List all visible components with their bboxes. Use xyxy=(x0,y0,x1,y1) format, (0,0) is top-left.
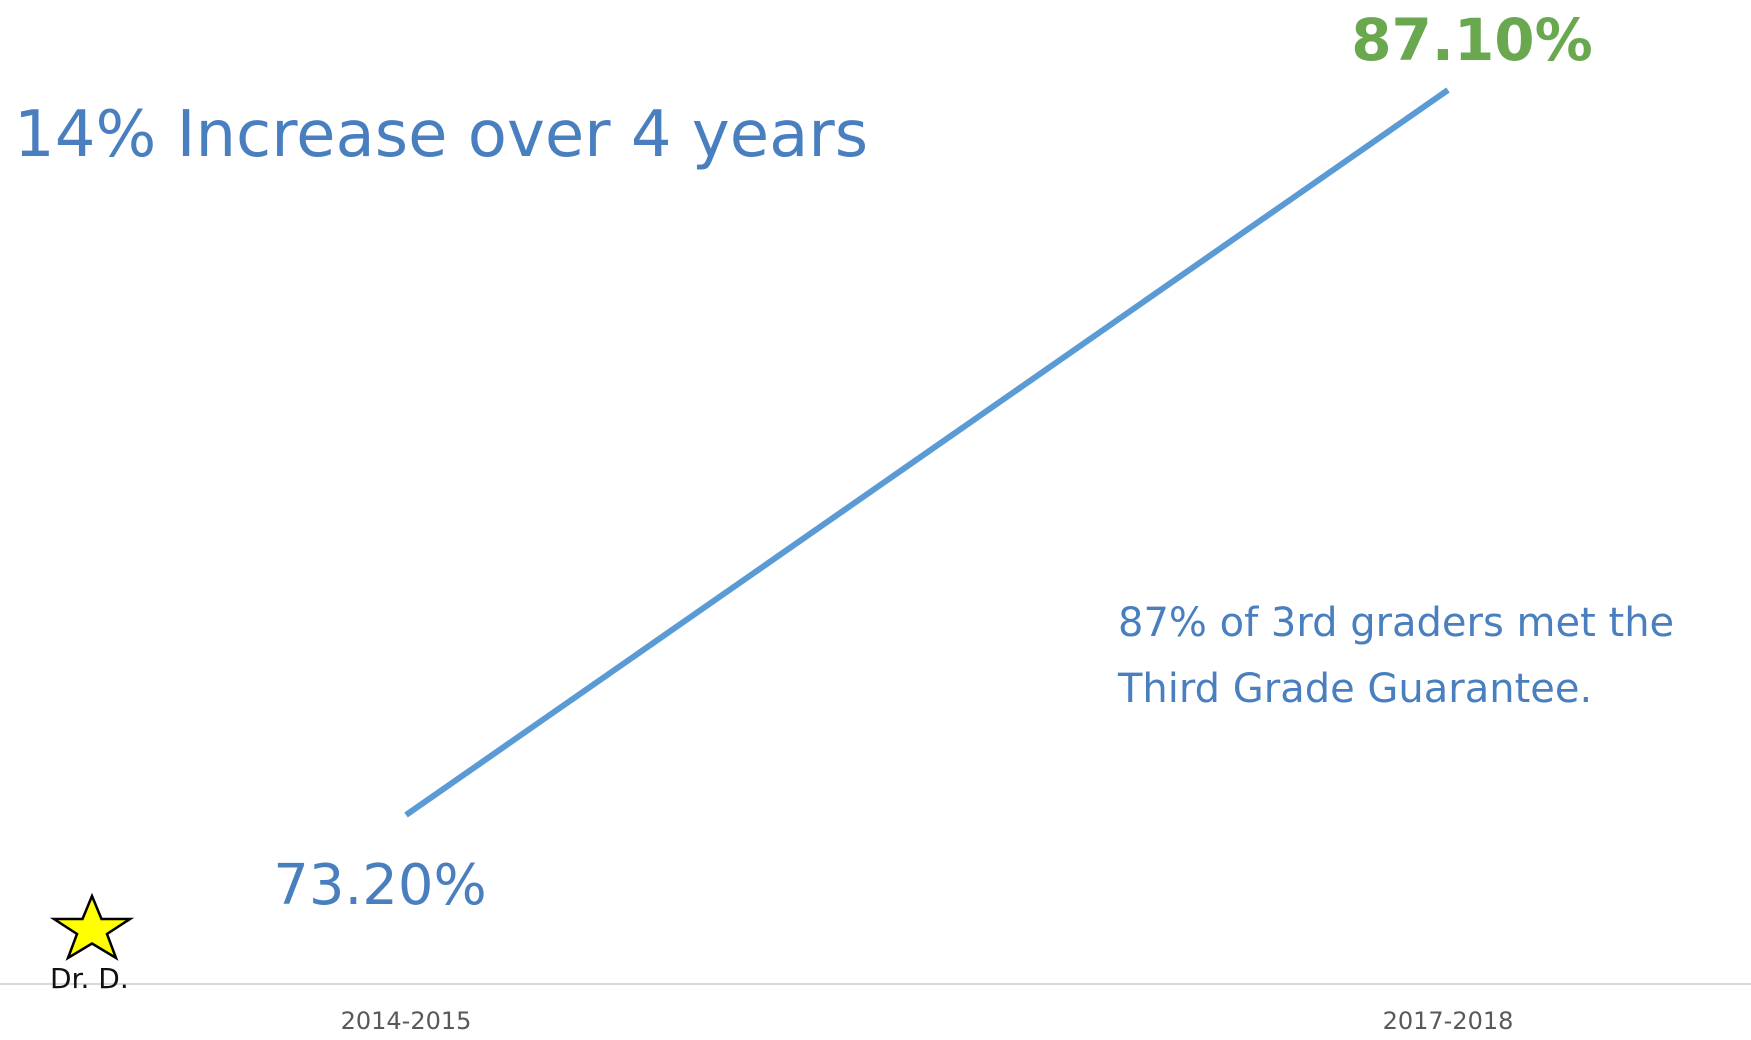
x-tick-label: 2014-2015 xyxy=(341,1007,472,1035)
annotation-line-2: Third Grade Guarantee. xyxy=(1118,666,1593,712)
data-label: 73.20% xyxy=(273,853,487,918)
annotation-line-1: 87% of 3rd graders met the xyxy=(1118,600,1675,646)
chart-annotation: 87% of 3rd graders met the Third Grade G… xyxy=(1118,590,1674,722)
x-tick-label: 2017-2018 xyxy=(1383,1007,1514,1035)
chart-headline: 14% Increase over 4 years xyxy=(14,98,869,172)
star-icon xyxy=(49,893,135,961)
signature-label: Dr. D. xyxy=(50,962,129,995)
series-line xyxy=(404,87,1450,818)
data-label: 87.10% xyxy=(1351,6,1593,74)
